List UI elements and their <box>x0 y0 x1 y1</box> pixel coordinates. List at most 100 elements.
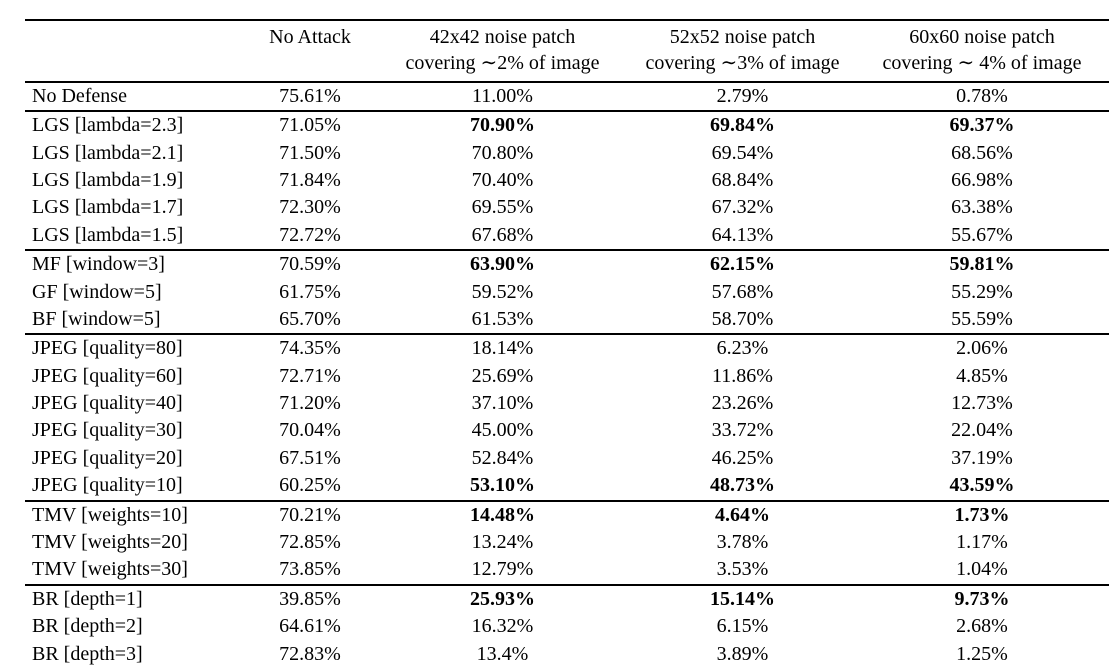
table-row: LGS [lambda=1.7] 72.30% 69.55% 67.32% 63.38% <box>25 194 1109 221</box>
column-header-4: 60x60 noise patch covering ∼ 4% of image <box>855 20 1109 82</box>
value-cell: 6.15% <box>716 615 769 638</box>
value-cell: 23.26% <box>711 392 774 415</box>
row-label: MF [window=3] <box>32 253 165 276</box>
column-header-3: 52x52 noise patch covering ∼3% of image <box>630 20 855 82</box>
row-label: LGS [lambda=1.9] <box>32 168 184 191</box>
value-cell: 2.06% <box>956 337 1008 360</box>
value-cell: 3.89% <box>716 642 769 665</box>
value-cell: 70.40% <box>471 168 534 191</box>
value-cell: 69.54% <box>711 141 774 164</box>
column-header-line1: 60x60 noise patch <box>909 26 1055 48</box>
value-cell: 16.32% <box>471 615 534 638</box>
value-cell: 66.98% <box>951 168 1013 191</box>
row-label: JPEG [quality=20] <box>32 446 183 469</box>
value-cell: 11.00% <box>472 84 533 107</box>
value-cell: 9.73% <box>954 587 1010 610</box>
value-cell: 37.19% <box>951 446 1013 469</box>
value-cell: 18.14% <box>471 337 534 360</box>
value-cell: 53.10% <box>470 474 535 497</box>
row-label: BR [depth=3] <box>32 642 143 665</box>
value-cell: 67.32% <box>711 196 774 219</box>
value-cell: 61.75% <box>279 280 341 303</box>
column-header-line1: No Attack <box>269 26 351 48</box>
row-label: JPEG [quality=30] <box>32 419 183 442</box>
value-cell: 70.21% <box>279 503 341 526</box>
value-cell: 55.29% <box>951 280 1013 303</box>
table-row: LGS [lambda=2.3] 71.05% 70.90% 69.84% 69.37% <box>25 111 1109 139</box>
value-cell: 13.24% <box>471 531 534 554</box>
column-header-line1: 52x52 noise patch <box>669 26 816 48</box>
value-cell: 37.10% <box>471 392 534 415</box>
table-section-jpeg: JPEG [quality=80] 74.35% 18.14% 6.23% 2.06% J… <box>25 334 1109 500</box>
value-cell: 3.53% <box>716 558 769 581</box>
value-cell: 75.61% <box>279 84 341 107</box>
column-header-0 <box>25 20 245 82</box>
value-cell: 1.04% <box>956 558 1008 581</box>
value-cell: 59.52% <box>471 280 534 303</box>
value-cell: 25.69% <box>471 364 534 387</box>
value-cell: 62.15% <box>710 253 775 276</box>
column-header-2: 42x42 noise patch covering ∼2% of image <box>375 20 630 82</box>
value-cell: 15.14% <box>710 587 775 610</box>
value-cell: 12.73% <box>951 392 1013 415</box>
value-cell: 72.72% <box>279 223 341 246</box>
value-cell: 69.84% <box>710 114 775 137</box>
defense-results-table: No Attack 42x42 noise patch covering ∼2% o… <box>25 19 1109 666</box>
value-cell: 39.85% <box>279 587 341 610</box>
row-label: TMV [weights=10] <box>32 503 188 526</box>
value-cell: 63.90% <box>470 253 535 276</box>
results-table-container: No Attack 42x42 noise patch covering ∼2% o… <box>25 19 1109 666</box>
value-cell: 22.04% <box>951 419 1013 442</box>
value-cell: 1.73% <box>954 503 1010 526</box>
table-row: LGS [lambda=1.5] 72.72% 67.68% 64.13% 55.67% <box>25 222 1109 250</box>
value-cell: 70.04% <box>279 419 341 442</box>
value-cell: 1.17% <box>956 531 1008 554</box>
table-row: No Defense 75.61% 11.00% 2.79% 0.78% <box>25 82 1109 111</box>
value-cell: 69.55% <box>471 196 534 219</box>
table-section-tmv: TMV [weights=10] 70.21% 14.48% 4.64% 1.73% TM… <box>25 500 1109 585</box>
row-label: TMV [weights=30] <box>32 558 188 581</box>
row-label: JPEG [quality=10] <box>32 474 183 497</box>
row-label: BF [window=5] <box>32 307 161 330</box>
table-row: TMV [weights=20] 72.85% 13.24% 3.78% 1.17% <box>25 529 1109 556</box>
table-section-lgs: LGS [lambda=2.3] 71.05% 70.90% 69.84% 69.37%… <box>25 111 1109 250</box>
value-cell: 58.70% <box>711 307 774 330</box>
value-cell: 72.71% <box>279 364 341 387</box>
value-cell: 2.68% <box>956 615 1008 638</box>
header-row: No Attack 42x42 noise patch covering ∼2% o… <box>25 20 1109 82</box>
value-cell: 48.73% <box>710 474 775 497</box>
table-row: JPEG [quality=10] 60.25% 53.10% 48.73% 43.59… <box>25 472 1109 500</box>
row-label: JPEG [quality=40] <box>32 392 183 415</box>
table-row: BF [window=5] 65.70% 61.53% 58.70% 55.59% <box>25 306 1109 334</box>
value-cell: 67.68% <box>471 223 534 246</box>
row-label: GF [window=5] <box>32 280 162 303</box>
value-cell: 33.72% <box>711 419 774 442</box>
row-label: TMV [weights=20] <box>32 531 188 554</box>
value-cell: 69.37% <box>949 114 1015 137</box>
value-cell: 57.68% <box>711 280 774 303</box>
value-cell: 60.25% <box>279 474 341 497</box>
value-cell: 0.78% <box>956 84 1008 107</box>
column-header-line2: covering ∼ 4% of image <box>882 52 1082 75</box>
value-cell: 55.67% <box>951 223 1013 246</box>
row-label: JPEG [quality=80] <box>32 337 183 360</box>
value-cell: 43.59% <box>949 474 1015 497</box>
table-section-br: BR [depth=1] 39.85% 25.93% 15.14% 9.73% BR [d… <box>25 584 1109 666</box>
value-cell: 68.84% <box>711 168 774 191</box>
column-header-1: No Attack <box>245 20 375 82</box>
table-row: BR [depth=2] 64.61% 16.32% 6.15% 2.68% <box>25 613 1109 640</box>
value-cell: 70.90% <box>470 114 535 137</box>
value-cell: 74.35% <box>279 337 341 360</box>
value-cell: 64.61% <box>279 615 341 638</box>
value-cell: 3.78% <box>716 531 769 554</box>
table-header: No Attack 42x42 noise patch covering ∼2% o… <box>25 20 1109 82</box>
value-cell: 65.70% <box>279 307 341 330</box>
table-row: JPEG [quality=40] 71.20% 37.10% 23.26% 12.73… <box>25 390 1109 417</box>
value-cell: 70.59% <box>279 253 341 276</box>
table-row: BR [depth=3] 72.83% 13.4% 3.89% 1.25% <box>25 641 1109 666</box>
value-cell: 64.13% <box>711 223 774 246</box>
table-row: TMV [weights=30] 73.85% 12.79% 3.53% 1.04% <box>25 556 1109 584</box>
table-row: TMV [weights=10] 70.21% 14.48% 4.64% 1.73% <box>25 501 1109 529</box>
table-row: JPEG [quality=20] 67.51% 52.84% 46.25% 37.19… <box>25 445 1109 472</box>
